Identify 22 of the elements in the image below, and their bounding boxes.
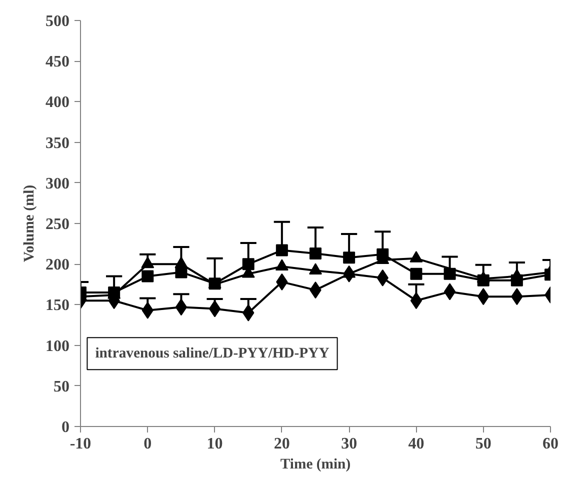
y-tick-label: 400 bbox=[46, 94, 70, 112]
x-axis-title: Time (min) bbox=[280, 456, 351, 472]
x-tick-label: 50 bbox=[475, 436, 492, 452]
y-tick-label: 50 bbox=[54, 378, 70, 396]
y-tick-label: 500 bbox=[46, 13, 70, 30]
y-tick-label: 200 bbox=[46, 256, 70, 274]
y-tick-label: 350 bbox=[46, 134, 70, 152]
y-tick-label: 250 bbox=[46, 216, 70, 233]
y-tick-label: 150 bbox=[46, 297, 70, 314]
annotation: intravenous saline/LD-PYY/HD-PYY bbox=[95, 346, 330, 362]
y-axis-title: Volume (ml) bbox=[22, 184, 38, 262]
x-tick-label: 0 bbox=[144, 436, 152, 452]
x-tick-label: 40 bbox=[408, 436, 424, 452]
x-tick-label: 30 bbox=[341, 436, 358, 452]
y-tick-label: 450 bbox=[46, 54, 70, 71]
x-tick-label: 60 bbox=[542, 436, 558, 452]
x-tick-label: -10 bbox=[70, 436, 92, 452]
x-tick-label: 20 bbox=[274, 436, 290, 452]
y-tick-label: 100 bbox=[46, 338, 70, 355]
y-tick-label: 0 bbox=[62, 419, 70, 436]
x-tick-label: 10 bbox=[206, 436, 223, 452]
y-tick-label: 300 bbox=[46, 175, 70, 192]
